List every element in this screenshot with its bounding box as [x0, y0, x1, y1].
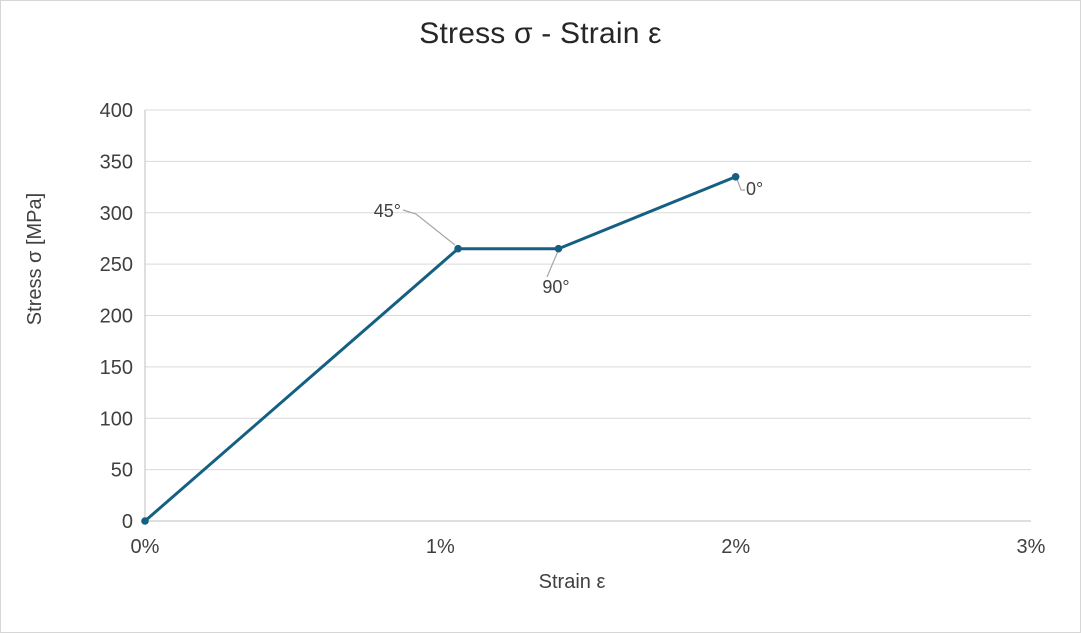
y-tick-label: 200 [100, 306, 133, 328]
x-tick-label: 1% [426, 536, 455, 558]
x-axis-title: Strain ε [538, 571, 606, 593]
data-point-label: 0° [746, 179, 763, 199]
x-tick-label: 2% [721, 536, 750, 558]
data-point-marker [141, 517, 149, 525]
y-tick-label: 400 [100, 100, 133, 122]
data-point-label: 90° [542, 277, 569, 297]
chart-title: Stress σ - Strain ε [419, 17, 662, 50]
y-tick-label: 50 [111, 460, 133, 482]
data-point-label: 45° [374, 201, 401, 221]
y-tick-label: 250 [100, 254, 133, 276]
series-line [143, 175, 738, 523]
y-tick-label: 350 [100, 151, 133, 173]
y-tick-label: 150 [100, 357, 133, 379]
annotation-leader-line [546, 250, 559, 278]
x-tick-label: 3% [1017, 536, 1046, 558]
data-point-marker [554, 244, 563, 253]
x-tick-label: 0% [131, 536, 160, 558]
annotation-leader-line [736, 178, 745, 191]
y-tick-label: 100 [100, 408, 133, 430]
y-tick-label: 300 [100, 203, 133, 225]
data-point-marker [454, 244, 462, 253]
data-point-marker [731, 172, 740, 181]
annotation-leader-line [402, 209, 456, 246]
y-tick-label: 0 [122, 511, 133, 533]
